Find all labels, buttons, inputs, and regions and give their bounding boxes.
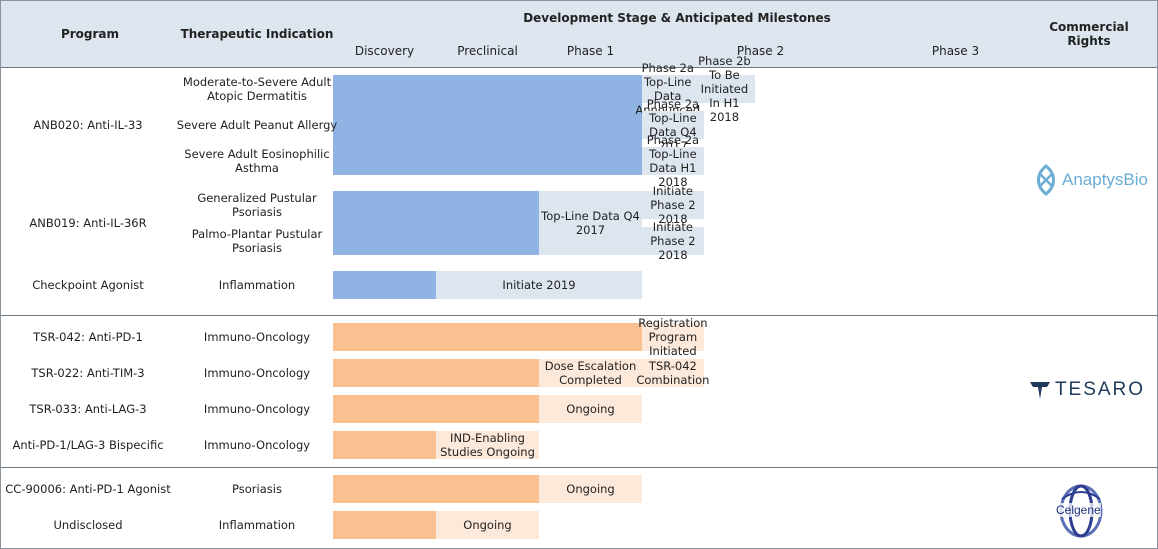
program-label: TSR-022: Anti-TIM-3: [31, 366, 145, 380]
progress-bar: [333, 475, 539, 503]
stage-label-preclinical: Preclinical: [457, 44, 518, 58]
tesaro-logo-text: TESARO: [1054, 379, 1146, 400]
indication-label: Inflammation: [218, 518, 296, 532]
milestone-label: Initiate Phase 2 2018: [642, 184, 704, 226]
progress-bar: [333, 271, 436, 299]
milestone-label: Ongoing: [436, 511, 539, 539]
milestone-label: TSR-042 Combination: [636, 359, 710, 387]
header-commercial-rights: Commercial Rights: [1049, 20, 1129, 48]
indication-label: Palmo-Plantar Pustular Psoriasis: [191, 227, 323, 255]
header-stage-title: Development Stage & Anticipated Mileston…: [523, 11, 831, 25]
indication-label: Immuno-Oncology: [203, 366, 311, 380]
stage-label-phase-3: Phase 3: [931, 44, 980, 58]
program-label: TSR-042: Anti-PD-1: [33, 330, 143, 344]
indication-label: Immuno-Oncology: [203, 438, 311, 452]
group-separator-celgene: [1, 467, 1157, 468]
celgene-logo: Celgene: [1048, 482, 1114, 540]
milestone-label: Initiate 2019: [436, 271, 642, 299]
program-label: Checkpoint Agonist: [32, 278, 144, 292]
tesaro-logo: TESARO: [1022, 375, 1152, 405]
anaptysbio-logo-icon: [1037, 164, 1055, 196]
milestone-label: Phase 2b To Be Initiated In H1 2018: [693, 54, 756, 124]
milestone-label: Initiate Phase 2 2018: [642, 220, 704, 262]
indication-label: Moderate-to-Severe Adult Atopic Dermatit…: [182, 75, 332, 103]
tesaro-logo-icon: [1029, 382, 1050, 399]
indication-label: Generalized Pustular Psoriasis: [197, 191, 317, 219]
header-indication: Therapeutic Indication: [180, 27, 334, 41]
indication-label: Immuno-Oncology: [203, 330, 311, 344]
stage-label-phase-2: Phase 2: [736, 44, 785, 58]
program-label: ANB020: Anti-IL-33: [33, 118, 143, 132]
program-label: Undisclosed: [53, 518, 123, 532]
anaptysbio-logo: AnaptysBio: [1018, 158, 1156, 202]
program-label: TSR-033: Anti-LAG-3: [29, 402, 147, 416]
progress-bar: [333, 431, 436, 459]
header-band: [1, 1, 1157, 68]
indication-label: Immuno-Oncology: [203, 402, 311, 416]
milestone-label: Top-Line Data Q4 2017: [539, 191, 642, 255]
celgene-logo-text: Celgene: [1056, 503, 1101, 517]
milestone-label: Ongoing: [539, 395, 642, 423]
stage-label-discovery: Discovery: [354, 44, 415, 58]
indication-label: Severe Adult Eosinophilic Asthma: [184, 147, 330, 175]
milestone-label: IND-Enabling Studies Ongoing: [436, 431, 539, 459]
milestone-label: Dose Escalation Completed: [539, 359, 642, 387]
stage-label-phase-1: Phase 1: [566, 44, 615, 58]
program-label: CC-90006: Anti-PD-1 Agonist: [5, 482, 171, 496]
milestone-label: Registration Program Initiated: [638, 316, 708, 358]
progress-bar: [333, 395, 539, 423]
progress-bar: [333, 359, 539, 387]
indication-label: Severe Adult Peanut Allergy: [176, 118, 338, 132]
anaptysbio-logo-text: AnaptysBio: [1062, 170, 1148, 189]
header-program: Program: [60, 27, 120, 41]
progress-bar: [333, 511, 436, 539]
program-label: ANB019: Anti-IL-36R: [29, 216, 147, 230]
progress-bar: [333, 323, 642, 351]
milestone-label: Phase 2a Top-Line Data H1 2018: [642, 133, 704, 189]
progress-bar: [333, 75, 642, 175]
progress-bar: [333, 191, 539, 255]
milestone-label: Ongoing: [539, 475, 642, 503]
program-label: Anti-PD-1/LAG-3 Bispecific: [12, 438, 164, 452]
indication-label: Inflammation: [218, 278, 296, 292]
indication-label: Psoriasis: [232, 482, 282, 496]
group-separator-tesaro: [1, 315, 1157, 316]
